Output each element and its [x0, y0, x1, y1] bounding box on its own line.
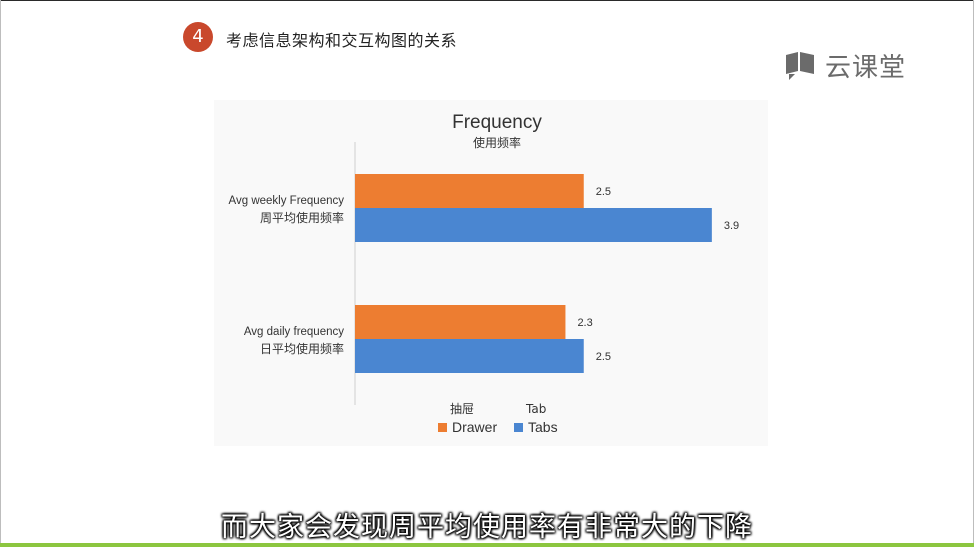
category-label: Avg daily frequency [244, 326, 344, 338]
legend-swatch [514, 423, 523, 432]
legend-zh-label: Tab [525, 402, 546, 416]
top-border [0, 0, 974, 1]
chart-subtitle: 使用频率 [473, 135, 521, 150]
chat-bubble-book-icon [786, 52, 814, 80]
data-label: 2.3 [577, 317, 592, 329]
bar-tabs [355, 339, 584, 373]
step-number-badge: 4 [183, 22, 213, 52]
video-subtitle: 而大家会发现周平均使用率有非常大的下降 [221, 512, 753, 543]
progress-accent-line [0, 543, 974, 547]
left-border [0, 0, 1, 547]
category-label-zh: 日平均使用频率 [260, 341, 344, 356]
chart-svg: Frequency 使用频率 Avg weekly Frequency 周平均使用… [229, 112, 740, 435]
legend-label: Tabs [528, 419, 558, 435]
slide-heading: 考虑信息架构和交互构图的关系 [226, 31, 458, 50]
data-label: 2.5 [596, 351, 611, 363]
legend-swatch [438, 423, 447, 432]
bar-drawer [355, 305, 566, 339]
chart-title: Frequency [452, 112, 542, 133]
bar-tabs [355, 208, 712, 242]
logo-text: 云课堂 [825, 52, 907, 83]
category-label-zh: 周平均使用频率 [260, 210, 344, 225]
legend-zh-label: 抽屉 [450, 402, 474, 416]
category-label: Avg weekly Frequency [229, 195, 345, 207]
brand-logo: 云课堂 [783, 48, 907, 83]
video-subtitle-bar: 而大家会发现周平均使用率有非常大的下降 [0, 505, 974, 544]
frequency-chart: Frequency 使用频率 Avg weekly Frequency 周平均使用… [214, 100, 768, 446]
data-label: 2.5 [596, 186, 611, 198]
legend-label: Drawer [452, 419, 497, 435]
data-label: 3.9 [724, 220, 739, 232]
bar-drawer [355, 174, 584, 208]
